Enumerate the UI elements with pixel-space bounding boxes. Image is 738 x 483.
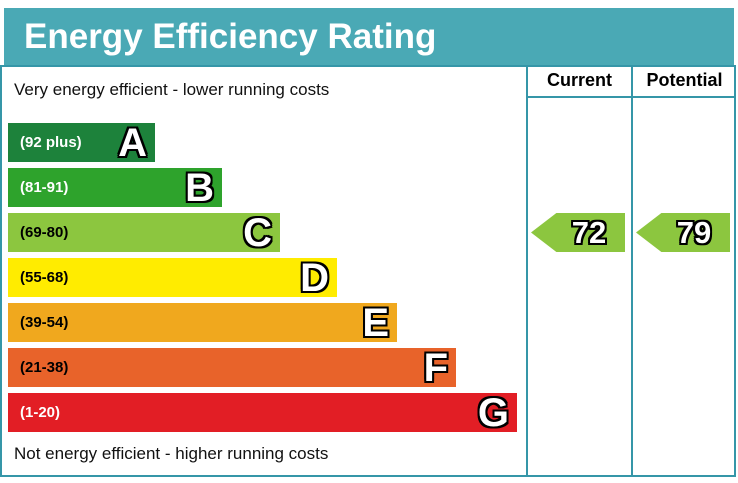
band-bar: (92 plus) A	[8, 120, 155, 165]
potential-column: Potential	[631, 65, 736, 477]
band-range-label: (21-38)	[20, 359, 69, 376]
band-bar: (1-20) G	[8, 390, 517, 435]
band-letter: E	[362, 300, 389, 345]
band-letter: G	[477, 390, 509, 435]
band-row-b: (81-91) B	[8, 165, 222, 210]
band-bar: (81-91) B	[8, 165, 222, 210]
band-range-label: (81-91)	[20, 179, 69, 196]
band-range-label: (39-54)	[20, 314, 69, 331]
band-letter: D	[300, 255, 329, 300]
band-row-f: (21-38) F	[8, 345, 456, 390]
band-range-label: (92 plus)	[20, 134, 82, 151]
band-letter: A	[118, 120, 147, 165]
band-bar: (55-68) D	[8, 255, 337, 300]
band-row-c: (69-80) C	[8, 210, 280, 255]
band-letter: C	[243, 210, 272, 255]
band-range-label: (69-80)	[20, 224, 69, 241]
page-title: Energy Efficiency Rating	[4, 8, 734, 65]
band-row-e: (39-54) E	[8, 300, 397, 345]
potential-column-header: Potential	[633, 65, 736, 98]
band-range-label: (1-20)	[20, 404, 61, 421]
current-rating-value: 72	[571, 215, 607, 250]
top-caption: Very energy efficient - lower running co…	[14, 80, 330, 99]
band-row-a: (92 plus) A	[8, 120, 155, 165]
band-letter: B	[185, 165, 214, 210]
bottom-caption: Not energy efficient - higher running co…	[14, 444, 329, 463]
potential-rating-value: 79	[676, 215, 712, 250]
band-row-g: (1-20) G	[8, 390, 517, 435]
band-row-d: (55-68) D	[8, 255, 337, 300]
band-letter: F	[423, 345, 448, 390]
band-bar: (21-38) F	[8, 345, 456, 390]
current-column: Current	[526, 65, 631, 477]
band-bar: (39-54) E	[8, 300, 397, 345]
current-column-header: Current	[528, 65, 631, 98]
band-bar: (69-80) C	[8, 210, 280, 255]
band-range-label: (55-68)	[20, 269, 69, 286]
